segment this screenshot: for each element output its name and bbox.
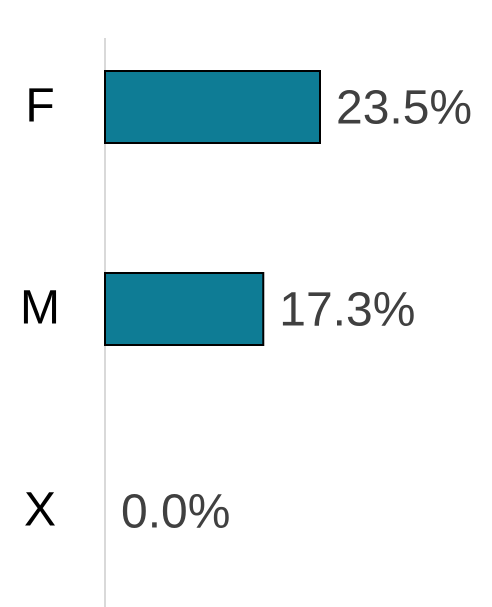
value-label: 17.3% — [279, 284, 415, 337]
category-label: X — [24, 484, 56, 537]
value-label: 0.0% — [121, 486, 230, 539]
value-label: 23.5% — [336, 82, 472, 135]
category-label: M — [20, 282, 60, 335]
bar — [104, 70, 321, 144]
bar — [104, 272, 265, 346]
category-label: F — [25, 80, 54, 133]
